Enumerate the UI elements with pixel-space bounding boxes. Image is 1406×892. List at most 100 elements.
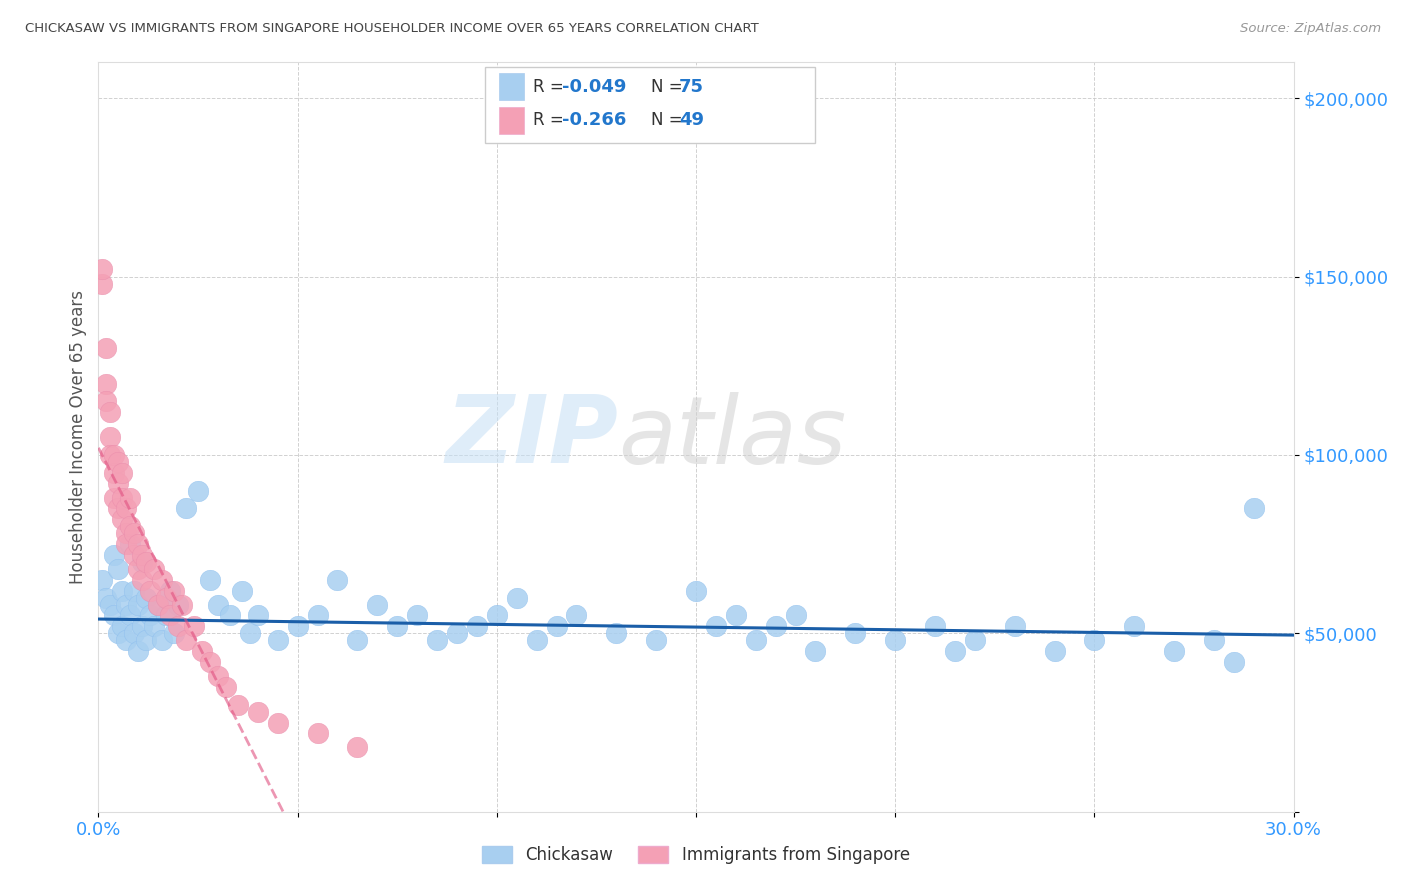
Point [115, 598, 138, 612]
Point [103, 448, 125, 462]
Point [485, 608, 508, 623]
Point [107, 501, 129, 516]
Point [207, 598, 229, 612]
Text: 49: 49 [679, 112, 704, 129]
Text: R =: R = [533, 112, 569, 129]
Point [124, 548, 146, 562]
Point [605, 626, 627, 640]
Point [226, 698, 249, 712]
Point [120, 491, 142, 505]
Text: R =: R = [533, 78, 569, 95]
Text: N =: N = [651, 78, 688, 95]
Point [215, 680, 238, 694]
Point [219, 608, 242, 623]
Point [103, 491, 125, 505]
Point [150, 573, 173, 587]
Point [191, 644, 214, 658]
Point [307, 608, 329, 623]
Text: CHICKASAW VS IMMIGRANTS FROM SINGAPORE HOUSEHOLDER INCOME OVER 65 YEARS CORRELAT: CHICKASAW VS IMMIGRANTS FROM SINGAPORE H… [25, 22, 759, 36]
Point [96, 376, 118, 391]
Point [96, 591, 118, 605]
Point [346, 740, 368, 755]
Point [163, 583, 186, 598]
Text: -0.049: -0.049 [562, 78, 627, 95]
Point [267, 633, 290, 648]
Point [924, 619, 946, 633]
Point [167, 619, 190, 633]
Point [685, 583, 707, 598]
Point [135, 633, 157, 648]
Point [198, 655, 221, 669]
Point [506, 591, 529, 605]
Point [155, 591, 177, 605]
Point [120, 537, 142, 551]
Point [120, 608, 142, 623]
Point [267, 715, 290, 730]
Point [143, 562, 166, 576]
Text: 75: 75 [679, 78, 704, 95]
Point [111, 619, 134, 633]
Point [174, 501, 197, 516]
Point [115, 633, 138, 648]
Point [963, 633, 986, 648]
Point [1043, 644, 1066, 658]
Point [844, 626, 866, 640]
Text: Source: ZipAtlas.com: Source: ZipAtlas.com [1240, 22, 1381, 36]
Point [804, 644, 827, 658]
Point [174, 633, 197, 648]
Point [148, 598, 170, 612]
Point [98, 405, 122, 419]
Point [143, 619, 166, 633]
Point [1223, 655, 1246, 669]
Point [426, 633, 449, 648]
Point [172, 598, 194, 612]
Point [115, 537, 138, 551]
Point [124, 583, 146, 598]
Point [127, 598, 149, 612]
Point [785, 608, 807, 623]
Point [1202, 633, 1225, 648]
Point [115, 501, 138, 516]
Point [246, 705, 269, 719]
Point [1243, 501, 1265, 516]
Point [346, 633, 368, 648]
Point [107, 562, 129, 576]
Point [159, 608, 181, 623]
Point [107, 626, 129, 640]
Point [704, 619, 727, 633]
Point [1123, 619, 1146, 633]
Point [120, 519, 142, 533]
Point [98, 430, 122, 444]
Point [526, 633, 548, 648]
Point [111, 466, 134, 480]
Point [724, 608, 747, 623]
Point [406, 608, 429, 623]
Point [111, 491, 134, 505]
Point [155, 608, 177, 623]
Point [307, 726, 329, 740]
Point [124, 626, 146, 640]
Point [98, 448, 122, 462]
Point [187, 483, 209, 498]
Point [183, 619, 205, 633]
Point [385, 619, 409, 633]
Point [246, 608, 269, 623]
Point [91, 573, 114, 587]
Point [139, 583, 162, 598]
Point [111, 583, 134, 598]
Point [139, 608, 162, 623]
Point [124, 526, 146, 541]
Point [131, 573, 153, 587]
Point [198, 573, 221, 587]
Y-axis label: Householder Income Over 65 years: Householder Income Over 65 years [69, 290, 87, 584]
Point [98, 598, 122, 612]
Point [103, 466, 125, 480]
Point [150, 633, 173, 648]
Point [546, 619, 568, 633]
Point [765, 619, 787, 633]
Point [115, 526, 138, 541]
Text: N =: N = [651, 112, 688, 129]
Point [163, 626, 186, 640]
Point [111, 512, 134, 526]
Point [127, 644, 149, 658]
